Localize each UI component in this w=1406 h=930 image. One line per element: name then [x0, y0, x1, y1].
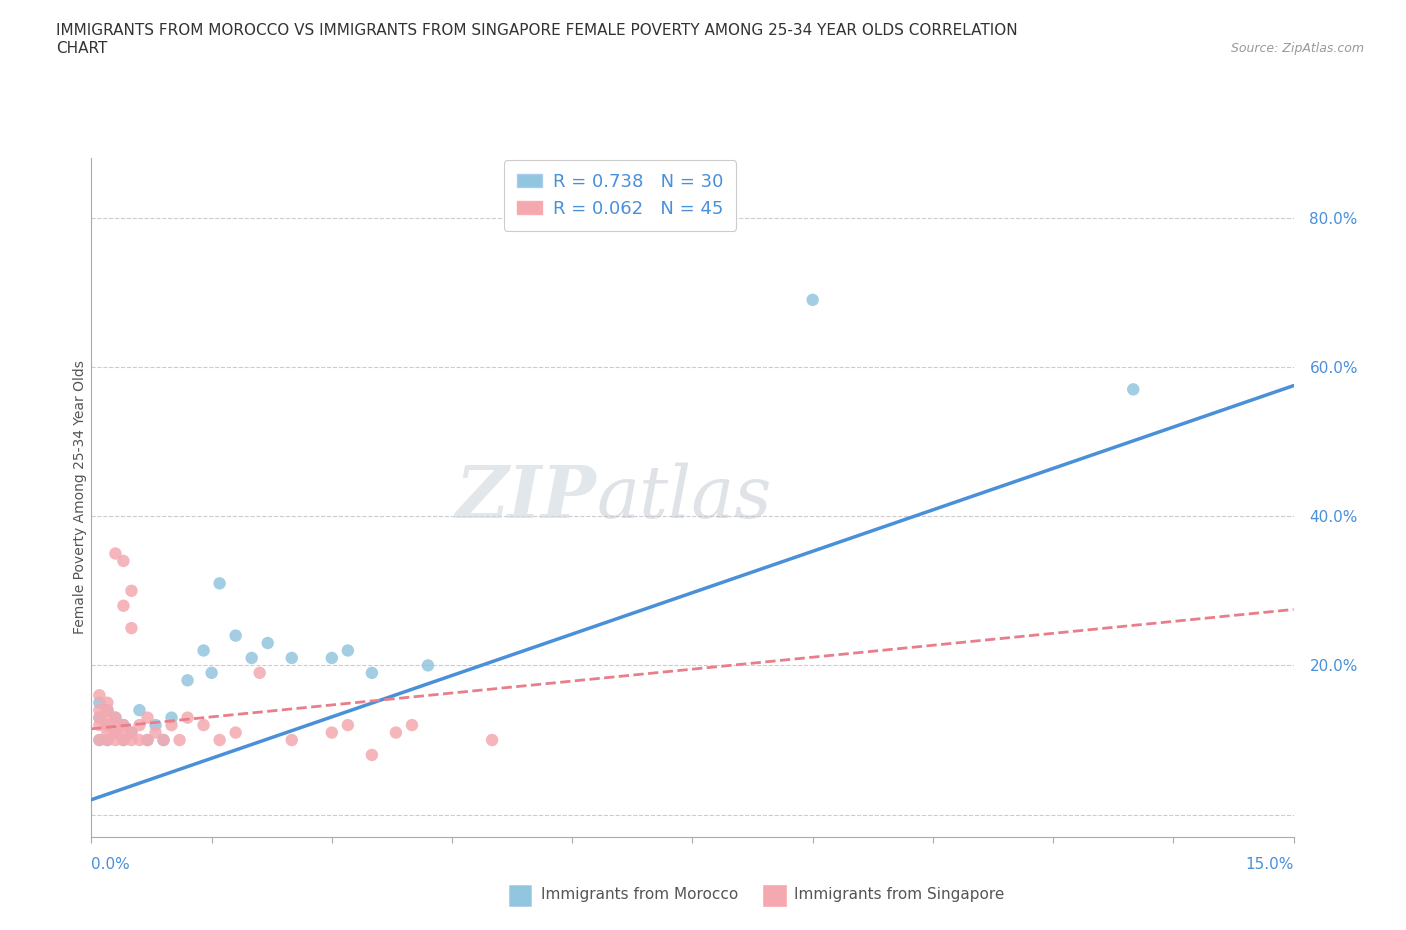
Point — [96, 703, 118, 718]
Point — [121, 620, 143, 635]
Point — [176, 711, 198, 725]
Point — [176, 673, 198, 688]
Point — [136, 733, 159, 748]
Point — [96, 696, 118, 711]
Point — [104, 546, 127, 561]
Point — [104, 718, 127, 733]
Point — [96, 733, 118, 748]
Point — [321, 650, 343, 665]
Text: IMMIGRANTS FROM MOROCCO VS IMMIGRANTS FROM SINGAPORE FEMALE POVERTY AMONG 25-34 : IMMIGRANTS FROM MOROCCO VS IMMIGRANTS FR… — [56, 23, 1018, 56]
Point — [336, 643, 359, 658]
Point — [169, 733, 191, 748]
Point — [89, 733, 111, 748]
Point — [121, 725, 143, 740]
Point — [96, 703, 118, 718]
Point — [96, 733, 118, 748]
Point — [401, 718, 423, 733]
Bar — [763, 885, 786, 906]
Text: 15.0%: 15.0% — [1246, 857, 1294, 871]
Point — [152, 733, 174, 748]
Point — [481, 733, 503, 748]
Point — [281, 650, 304, 665]
Point — [96, 725, 118, 740]
Point — [240, 650, 263, 665]
Point — [416, 658, 439, 672]
Text: Immigrants from Singapore: Immigrants from Singapore — [794, 887, 1005, 902]
Point — [152, 733, 174, 748]
Point — [112, 733, 135, 748]
Point — [89, 711, 111, 725]
Point — [136, 711, 159, 725]
Point — [112, 598, 135, 613]
Point — [89, 703, 111, 718]
Point — [160, 718, 183, 733]
Bar — [509, 885, 531, 906]
Point — [160, 711, 183, 725]
Point — [121, 725, 143, 740]
Point — [193, 643, 215, 658]
Point — [321, 725, 343, 740]
Point — [128, 733, 150, 748]
Point — [801, 292, 824, 307]
Point — [121, 583, 143, 598]
Point — [96, 718, 118, 733]
Point — [360, 666, 382, 681]
Point — [193, 718, 215, 733]
Point — [249, 666, 271, 681]
Point — [112, 553, 135, 568]
Point — [112, 733, 135, 748]
Point — [336, 718, 359, 733]
Point — [128, 703, 150, 718]
Point — [104, 725, 127, 740]
Point — [208, 733, 231, 748]
Point — [89, 718, 111, 733]
Point — [225, 725, 247, 740]
Point — [96, 711, 118, 725]
Point — [121, 733, 143, 748]
Point — [201, 666, 224, 681]
Point — [208, 576, 231, 591]
Point — [281, 733, 304, 748]
Point — [112, 725, 135, 740]
Point — [385, 725, 408, 740]
Point — [89, 711, 111, 725]
Point — [104, 725, 127, 740]
Text: 0.0%: 0.0% — [91, 857, 131, 871]
Y-axis label: Female Poverty Among 25-34 Year Olds: Female Poverty Among 25-34 Year Olds — [73, 361, 87, 634]
Text: Immigrants from Morocco: Immigrants from Morocco — [541, 887, 738, 902]
Legend: R = 0.738   N = 30, R = 0.062   N = 45: R = 0.738 N = 30, R = 0.062 N = 45 — [505, 160, 737, 231]
Text: Source: ZipAtlas.com: Source: ZipAtlas.com — [1230, 42, 1364, 55]
Point — [89, 688, 111, 703]
Point — [1122, 382, 1144, 397]
Point — [89, 696, 111, 711]
Text: atlas: atlas — [596, 462, 772, 533]
Text: ZIP: ZIP — [456, 462, 596, 533]
Point — [145, 725, 167, 740]
Point — [104, 733, 127, 748]
Point — [104, 711, 127, 725]
Point — [112, 718, 135, 733]
Point — [136, 733, 159, 748]
Point — [256, 635, 278, 650]
Point — [89, 733, 111, 748]
Point — [104, 711, 127, 725]
Point — [145, 718, 167, 733]
Point — [360, 748, 382, 763]
Point — [112, 718, 135, 733]
Point — [225, 628, 247, 643]
Point — [96, 718, 118, 733]
Point — [128, 718, 150, 733]
